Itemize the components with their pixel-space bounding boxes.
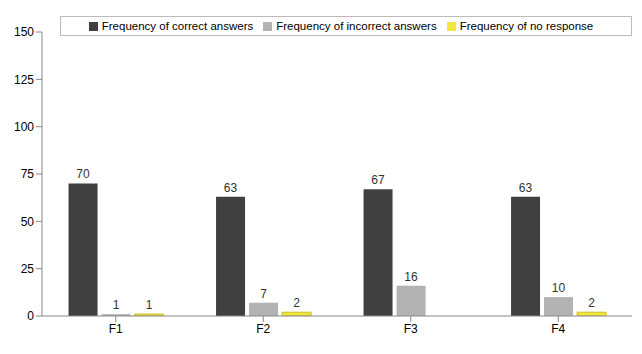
svg-text:1: 1 bbox=[146, 298, 153, 312]
html-text:Frequency of no response: Frequency of no response bbox=[459, 20, 594, 32]
svg-text:1: 1 bbox=[113, 298, 120, 312]
svg-text:F1: F1 bbox=[109, 322, 123, 336]
svg-text:125: 125 bbox=[14, 73, 34, 87]
svg-text:70: 70 bbox=[76, 167, 90, 181]
svg-text:25: 25 bbox=[21, 262, 35, 276]
svg-text:F2: F2 bbox=[256, 322, 270, 336]
svg-text:2: 2 bbox=[293, 296, 300, 310]
svg-text:67: 67 bbox=[371, 173, 385, 187]
svg-text:50: 50 bbox=[21, 215, 35, 229]
svg-text:100: 100 bbox=[14, 120, 34, 134]
svg-text:7: 7 bbox=[260, 287, 267, 301]
svg-text:10: 10 bbox=[552, 281, 566, 295]
svg-text:0: 0 bbox=[27, 309, 34, 323]
svg-text:F3: F3 bbox=[404, 322, 418, 336]
svg-text:63: 63 bbox=[519, 181, 533, 195]
svg-text:63: 63 bbox=[224, 181, 238, 195]
svg-text:2: 2 bbox=[588, 296, 595, 310]
svg-text:F4: F4 bbox=[551, 322, 565, 336]
html-text:Frequency of correct answers: Frequency of correct answers bbox=[101, 20, 254, 32]
svg-text:150: 150 bbox=[14, 25, 34, 39]
svg-text:75: 75 bbox=[21, 167, 35, 181]
svg-text:16: 16 bbox=[404, 270, 418, 284]
html-text:Frequency of incorrect answers: Frequency of incorrect answers bbox=[276, 20, 437, 32]
